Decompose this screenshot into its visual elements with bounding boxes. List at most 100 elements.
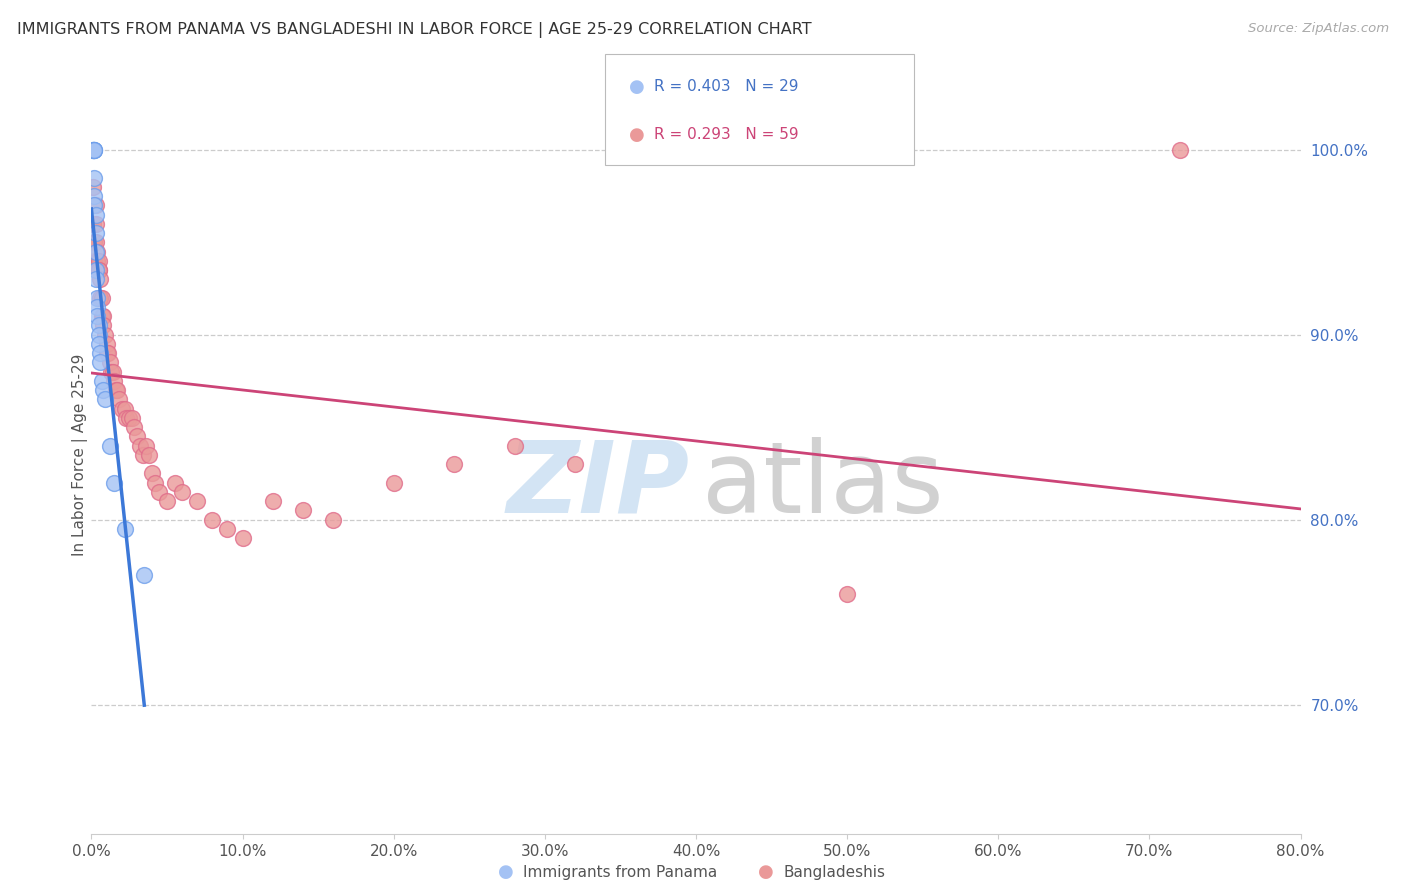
Point bbox=[172, 484, 194, 499]
Point bbox=[89, 355, 111, 369]
Point bbox=[94, 327, 117, 342]
Point bbox=[89, 291, 111, 305]
Point bbox=[122, 420, 145, 434]
Point bbox=[97, 346, 120, 360]
Point bbox=[101, 365, 124, 379]
Point bbox=[100, 365, 122, 379]
Point bbox=[1168, 143, 1191, 157]
Point bbox=[86, 253, 108, 268]
Point bbox=[382, 475, 405, 490]
Point bbox=[125, 429, 148, 443]
Point bbox=[84, 235, 107, 250]
Point bbox=[163, 475, 186, 490]
Point bbox=[84, 263, 107, 277]
Text: Bangladeshis: Bangladeshis bbox=[783, 865, 886, 880]
Point bbox=[89, 272, 111, 286]
Point bbox=[143, 475, 166, 490]
Text: R = 0.403   N = 29: R = 0.403 N = 29 bbox=[654, 79, 799, 95]
Point bbox=[83, 253, 105, 268]
Point bbox=[87, 253, 110, 268]
Point bbox=[128, 439, 150, 453]
Point bbox=[83, 143, 105, 157]
Point bbox=[93, 383, 115, 397]
Point bbox=[114, 522, 136, 536]
Point bbox=[118, 411, 141, 425]
Point bbox=[86, 291, 108, 305]
Point bbox=[105, 383, 128, 397]
Point bbox=[91, 291, 114, 305]
Point bbox=[217, 522, 239, 536]
Point bbox=[138, 448, 160, 462]
Point bbox=[96, 346, 118, 360]
Text: ●: ● bbox=[628, 126, 645, 144]
Point bbox=[82, 143, 104, 157]
Point bbox=[156, 494, 179, 508]
Point bbox=[107, 392, 129, 407]
Point bbox=[83, 189, 105, 203]
Point bbox=[292, 503, 315, 517]
Point bbox=[98, 355, 121, 369]
Point bbox=[83, 143, 105, 157]
Text: ZIP: ZIP bbox=[508, 437, 690, 533]
Point bbox=[564, 457, 586, 471]
Text: ●: ● bbox=[758, 863, 775, 881]
Point bbox=[84, 244, 107, 259]
Point bbox=[82, 179, 104, 194]
Point bbox=[134, 568, 156, 582]
Point bbox=[83, 235, 105, 250]
Text: ●: ● bbox=[498, 863, 515, 881]
Text: Immigrants from Panama: Immigrants from Panama bbox=[523, 865, 717, 880]
Point bbox=[83, 198, 105, 212]
Point bbox=[84, 272, 107, 286]
Point bbox=[103, 475, 125, 490]
Point bbox=[141, 467, 163, 481]
Point bbox=[96, 337, 118, 351]
Point bbox=[86, 300, 108, 314]
Point bbox=[84, 207, 107, 221]
Y-axis label: In Labor Force | Age 25-29: In Labor Force | Age 25-29 bbox=[72, 354, 89, 556]
Point bbox=[89, 346, 111, 360]
Text: ●: ● bbox=[628, 78, 645, 95]
Point bbox=[132, 448, 155, 462]
Text: R = 0.293   N = 59: R = 0.293 N = 59 bbox=[654, 128, 799, 143]
Point bbox=[104, 383, 127, 397]
Point bbox=[86, 244, 108, 259]
Point bbox=[82, 143, 104, 157]
Point bbox=[87, 318, 110, 333]
Point bbox=[93, 310, 115, 324]
Point bbox=[87, 337, 110, 351]
Point bbox=[83, 143, 105, 157]
Point bbox=[84, 226, 107, 240]
Point bbox=[93, 318, 115, 333]
Point bbox=[91, 310, 114, 324]
Point bbox=[231, 531, 253, 545]
Point bbox=[86, 310, 108, 324]
Point bbox=[201, 513, 224, 527]
Point bbox=[262, 494, 284, 508]
Text: IMMIGRANTS FROM PANAMA VS BANGLADESHI IN LABOR FORCE | AGE 25-29 CORRELATION CHA: IMMIGRANTS FROM PANAMA VS BANGLADESHI IN… bbox=[17, 22, 811, 38]
Point bbox=[87, 263, 110, 277]
Point bbox=[98, 439, 121, 453]
Point bbox=[443, 457, 465, 471]
Point bbox=[84, 217, 107, 231]
Point bbox=[121, 411, 143, 425]
Point bbox=[111, 401, 132, 416]
Point bbox=[503, 439, 526, 453]
Point bbox=[186, 494, 208, 508]
Point bbox=[82, 217, 104, 231]
Point bbox=[322, 513, 344, 527]
Point bbox=[87, 263, 110, 277]
Point bbox=[103, 374, 125, 388]
Point bbox=[91, 374, 114, 388]
Point bbox=[148, 484, 170, 499]
Point bbox=[84, 198, 107, 212]
Point bbox=[83, 170, 105, 185]
Point bbox=[114, 401, 136, 416]
Point bbox=[87, 327, 110, 342]
Point bbox=[835, 586, 858, 600]
Point bbox=[135, 439, 157, 453]
Text: atlas: atlas bbox=[702, 437, 943, 533]
Point bbox=[115, 411, 138, 425]
Point bbox=[94, 392, 117, 407]
Point bbox=[82, 143, 104, 157]
